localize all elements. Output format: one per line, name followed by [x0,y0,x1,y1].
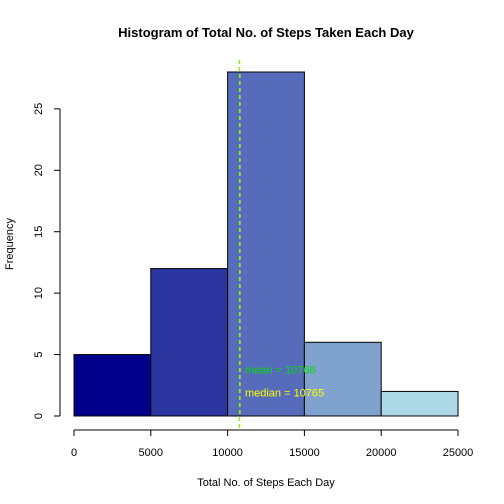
histogram-bar-1 [150,268,229,417]
x-axis: 0 5000 10000 15000 20000 25000 [71,429,474,459]
y-tick-label-1: 5 [33,352,45,358]
histogram-bar-3 [303,341,382,417]
x-tick-label-3: 15000 [289,447,320,459]
x-axis-label: Total No. of Steps Each Day [197,477,335,489]
annotation-0: mean = 10766 [245,364,316,376]
histogram-bar-0 [73,354,152,417]
y-tick-label-4: 20 [33,164,45,176]
histogram-bar-4 [380,390,459,417]
reference-lines [238,60,241,428]
y-tick-label-5: 25 [33,103,45,115]
x-tick-label-2: 10000 [212,447,243,459]
y-axis-label: Frequency [4,218,16,270]
histogram-bars [73,71,459,417]
annotations: mean = 10766 median = 10765 [245,364,324,399]
chart-title: Histogram of Total No. of Steps Taken Ea… [118,25,414,40]
x-tick-label-4: 20000 [366,447,397,459]
y-axis: 0 5 10 15 20 25 [33,103,61,419]
x-tick-label-1: 5000 [139,447,163,459]
y-tick-label-0: 0 [33,413,45,419]
annotation-1: median = 10765 [245,388,324,400]
x-tick-label-0: 0 [71,447,77,459]
y-tick-label-3: 15 [33,226,45,238]
y-tick-label-2: 10 [33,287,45,299]
x-tick-label-5: 25000 [443,447,474,459]
